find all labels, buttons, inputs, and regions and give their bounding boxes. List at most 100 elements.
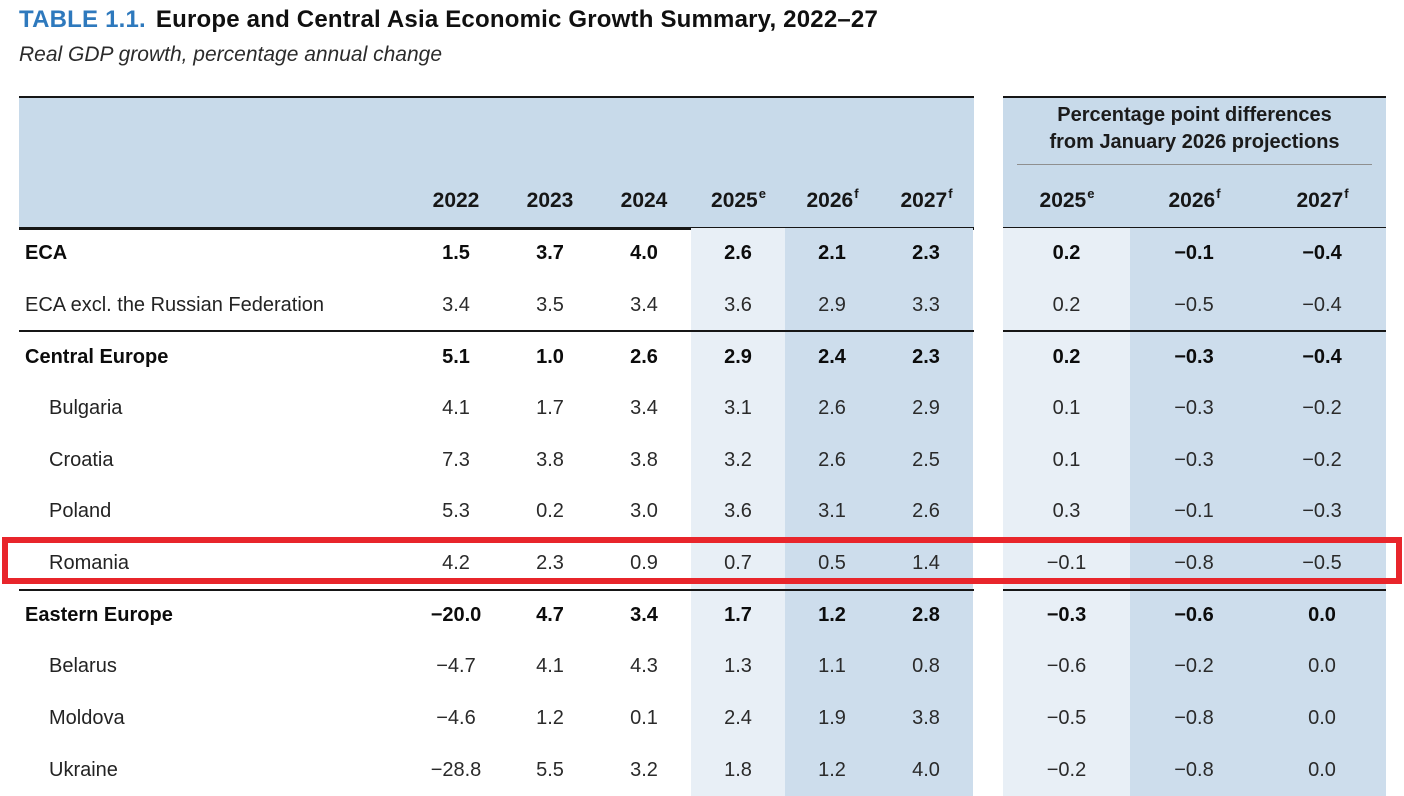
diff-cell: 0.2 <box>1003 331 1130 383</box>
highlight-box-romania-row <box>2 537 1402 584</box>
panel-gap <box>973 435 1003 487</box>
value-cell: −4.7 <box>436 655 476 678</box>
right-panel-divider-line <box>1017 164 1372 165</box>
value-cell: 4.1 <box>442 397 470 420</box>
value-cell: 3.4 <box>442 293 470 316</box>
table-row: Poland 5.3 0.2 3.0 3.6 3.1 2.6 0.3 −0.1 −0.3 <box>19 486 1386 538</box>
value-cell: 2.5 <box>879 434 973 487</box>
row-label: ECA excl. the Russian Federation <box>25 293 325 316</box>
value-cell: 1.5 <box>442 242 470 265</box>
column-header-2025e: 2025e <box>711 186 766 212</box>
value-cell: 2.4 <box>691 692 785 745</box>
table-row: Ukraine −28.8 5.5 3.2 1.8 1.2 4.0 −0.2 −0.8 0.0 <box>19 744 1386 796</box>
value-cell: 3.3 <box>879 279 973 332</box>
diff-cell: 0.0 <box>1258 692 1386 745</box>
right-panel-heading-line2: from January 2026 projections <box>1049 131 1340 153</box>
value-cell: 5.1 <box>442 345 470 368</box>
row-label: Central Europe <box>25 345 169 368</box>
value-cell: 3.1 <box>785 486 879 538</box>
value-cell: 3.7 <box>536 242 564 265</box>
diff-cell: −0.2 <box>1130 641 1258 693</box>
table-number: TABLE 1.1. <box>19 6 146 33</box>
row-label-column-header <box>19 213 409 225</box>
diff-cell: 0.1 <box>1003 382 1130 435</box>
table-row: Central Europe 5.1 1.0 2.6 2.9 2.4 2.3 0.2 −0.3−… <box>19 331 1386 383</box>
value-cell: 4.3 <box>630 655 658 678</box>
value-cell: 1.1 <box>785 641 879 693</box>
panel-gap <box>973 693 1003 745</box>
value-cell: 3.4 <box>630 397 658 420</box>
value-cell: 1.2 <box>785 744 879 796</box>
table-row: Moldova −4.6 1.2 0.1 2.4 1.9 3.8 −0.5 −0.8 0.0 <box>19 692 1386 745</box>
diff-cell: 0.3 <box>1003 486 1130 538</box>
diff-cell: −0.5 <box>1003 692 1130 745</box>
right-panel-heading-line1: Percentage point differences <box>1057 104 1332 126</box>
panel-gap <box>973 228 1003 280</box>
row-label: Eastern Europe <box>25 603 173 626</box>
value-cell: 5.5 <box>536 758 564 781</box>
left-header-background <box>19 96 974 230</box>
column-header-2027f: 2027f <box>900 186 953 212</box>
table-row: Eastern Europe −20.0 4.7 3.4 1.7 1.2 2.8 −0.3 −0… <box>19 589 1386 641</box>
value-cell: 0.2 <box>536 500 564 523</box>
column-header-2024: 2024 <box>620 189 668 212</box>
group-separator-line <box>1003 589 1386 591</box>
value-cell: 2.9 <box>879 382 973 435</box>
value-cell: 1.0 <box>536 345 564 368</box>
diff-cell: −0.4 <box>1258 279 1386 332</box>
column-header-row: 2022 2023 2024 2025e 2026f 2027f 2025e 2… <box>19 96 1386 225</box>
value-cell: 3.2 <box>630 758 658 781</box>
value-cell: 1.8 <box>691 744 785 796</box>
diff-cell: −0.3 <box>1130 434 1258 487</box>
diff-cell: −0.4 <box>1258 331 1386 383</box>
value-cell: 2.9 <box>691 331 785 383</box>
value-cell: 2.3 <box>536 552 564 575</box>
value-cell: 0.8 <box>879 641 973 693</box>
diff-column-header-2025e: 2025e <box>1039 186 1095 212</box>
table-rows: ECA 1.5 3.7 4.0 2.6 2.1 2.3 0.2 −0.1 −0.4 ECA excl… <box>19 228 1386 796</box>
row-label: ECA <box>25 242 68 265</box>
value-cell: 2.6 <box>785 434 879 487</box>
value-cell: 2.1 <box>785 228 879 280</box>
column-header-2022: 2022 <box>432 189 480 212</box>
value-cell: 3.4 <box>630 603 658 626</box>
value-cell: 3.2 <box>691 434 785 487</box>
diff-cell: −0.4 <box>1258 228 1386 280</box>
panel-gap <box>973 280 1003 332</box>
diff-cell: −0.2 <box>1003 744 1130 796</box>
table-title: Europe and Central Asia Economic Growth … <box>155 6 879 33</box>
diff-cell: −0.1 <box>1130 228 1258 280</box>
diff-cell: −0.2 <box>1258 382 1386 435</box>
diff-column-header-2027f: 2027f <box>1296 186 1349 212</box>
diff-cell: 0.2 <box>1003 279 1130 332</box>
table-title-line: TABLE 1.1. Europe and Central Asia Econom… <box>19 6 1379 34</box>
value-cell: 1.7 <box>536 397 564 420</box>
diff-cell: −0.6 <box>1003 641 1130 693</box>
table-row: Croatia 7.3 3.8 3.8 3.2 2.6 2.5 0.1 −0.3 −0.2 <box>19 434 1386 487</box>
diff-cell: −0.6 <box>1130 589 1258 641</box>
diff-cell: −0.3 <box>1003 589 1130 641</box>
diff-cell: 0.0 <box>1258 589 1386 641</box>
value-cell: 2.3 <box>879 228 973 280</box>
diff-cell: 0.0 <box>1258 744 1386 796</box>
value-cell: −20.0 <box>430 603 482 626</box>
panel-gap <box>973 383 1003 435</box>
right-panel-heading: Percentage point differences from Januar… <box>1003 102 1386 165</box>
group-separator-line <box>19 330 974 332</box>
value-cell: 2.3 <box>879 331 973 383</box>
value-cell: 3.0 <box>630 500 658 523</box>
group-separator-line <box>19 589 974 591</box>
diff-cell: −0.8 <box>1130 692 1258 745</box>
diff-cell: −0.3 <box>1258 486 1386 538</box>
value-cell: 1.3 <box>691 641 785 693</box>
diff-cell: 0.1 <box>1003 434 1130 487</box>
table-row: ECA 1.5 3.7 4.0 2.6 2.1 2.3 0.2 −0.1 −0.4 <box>19 228 1386 280</box>
value-cell: 2.6 <box>879 486 973 538</box>
row-label: Romania <box>49 552 130 575</box>
diff-cell: −0.1 <box>1130 486 1258 538</box>
panel-gap <box>973 589 1003 641</box>
value-cell: 3.8 <box>536 448 564 471</box>
value-cell: 0.9 <box>630 552 658 575</box>
value-cell: 1.9 <box>785 692 879 745</box>
